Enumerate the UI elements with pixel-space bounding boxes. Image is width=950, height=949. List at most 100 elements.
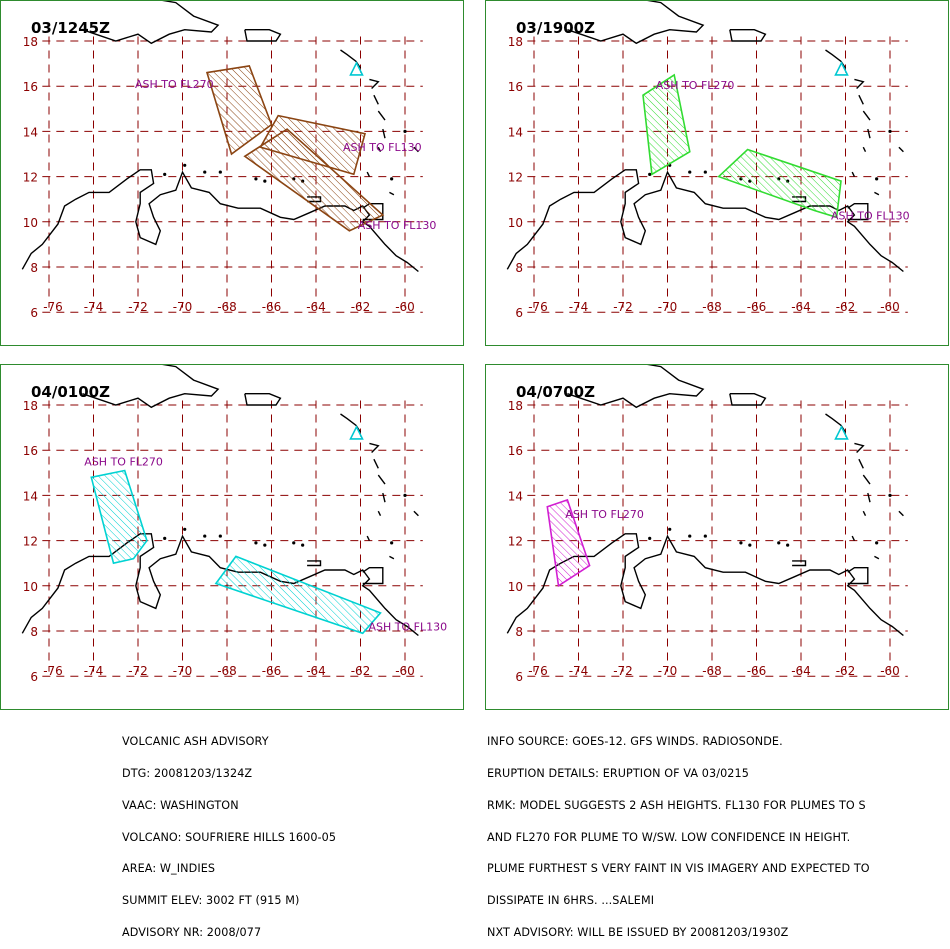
ash-area-label: ASH TO FL270 [84,456,163,469]
coast-segment [898,510,904,517]
ash-area-polygon [717,148,842,219]
latitude-label: 12 [508,171,523,185]
island-marker [786,543,790,547]
latitude-label: 10 [23,216,38,230]
island-marker [748,543,752,547]
footer-line: SUMMIT ELEV: 3002 FT (915 M) [122,894,300,908]
longitude-label: -70 [173,300,193,314]
island-marker [263,543,267,547]
ash-area-label: ASH TO FL270 [135,78,214,91]
coast-segment [867,128,871,139]
longitude-label: -68 [217,664,237,678]
island-marker [390,177,394,181]
ash-area-polygon [243,128,385,232]
longitude-label: -72 [613,664,633,678]
latitude-label: 8 [30,625,38,639]
longitude-label: -66 [262,300,282,314]
longitude-label: -64 [306,664,326,678]
volcano-marker-icon [834,425,849,440]
coast-segment [413,510,419,517]
ash-area-polygon [546,498,591,588]
coast-segment [366,535,371,541]
volcano-marker-icon [834,61,849,76]
footer-line: ERUPTION DETAILS: ERUPTION OF VA 03/0215 [487,766,749,780]
island-marker [403,493,407,497]
latitude-label: 18 [508,35,523,49]
latitude-label: 10 [508,580,523,594]
map-svg-4: ASH TO FL270 18 16 14 12 10 8 6 -76 -74 -72 -70 -68 -… [506,365,908,684]
longitude-label: -72 [613,300,633,314]
coast-segment [729,393,767,406]
ash-area-label: ASH TO FL130 [831,209,910,222]
ash-area-label: ASH TO FL270 [565,508,644,521]
longitude-label: -60 [395,300,415,314]
ash-area-polygon [642,73,691,176]
ash-area-label: ASH TO FL270 [656,79,735,92]
coast-segment [858,458,864,469]
coast-segment [244,393,282,406]
coast-segment [854,442,865,453]
coast-segment [729,29,767,42]
longitude-label: -64 [306,300,326,314]
latitude-label: 16 [508,80,523,94]
footer-line: DTG: 20081203/1324Z [122,766,253,780]
longitude-label: -74 [84,300,104,314]
footer-line: PLUME FURTHEST S VERY FAINT IN VIS IMAGE… [487,862,870,876]
coast-segment [389,555,395,560]
coast-segment [377,510,382,517]
coast-segment [874,191,880,196]
island-marker [218,534,222,538]
longitude-label: -68 [702,300,722,314]
volcano-marker-icon [349,61,364,76]
ash-area-label: ASH TO FL130 [358,219,437,232]
island-marker [739,541,743,545]
longitude-label: -68 [217,300,237,314]
coast-segment [373,458,379,469]
island-marker [875,541,879,545]
longitude-label: -70 [173,664,193,678]
coastline [21,365,419,637]
longitude-label: -70 [658,664,678,678]
island-marker [888,493,892,497]
footer-line: VOLCANO: SOUFRIERE HILLS 1600-05 [122,830,337,844]
map-svg-3: ASH TO FL270 ASH TO FL130 18 16 14 12 10 8 6 -76 -… [21,365,447,684]
latitude-label: 16 [23,444,38,458]
longitude-label: -66 [747,300,767,314]
island-marker [703,534,707,538]
latitude-label: 18 [23,35,38,49]
island-marker [292,541,296,545]
map-panel-1: ASH TO FL270 ASH TO FL130 ASH TO FL130 18 16… [0,0,464,346]
latitude-label: 12 [23,535,38,549]
coastline [506,365,904,637]
coast-segment [858,94,864,105]
lat-lon-grid [527,400,908,677]
island-marker [183,163,187,167]
longitude-label: -72 [128,664,148,678]
longitude-label: -62 [836,664,856,678]
latitude-label: 8 [30,261,38,275]
island-marker [668,527,672,531]
footer-line: NXT ADVISORY: WILL BE ISSUED BY 20081203… [487,925,789,939]
island-marker [254,177,258,181]
map-panel-3: ASH TO FL270 ASH TO FL130 18 16 14 12 10 8 6 -76 -… [0,364,464,710]
coast-segment [862,110,871,121]
advisory-info-left: VOLCANIC ASH ADVISORY DTG: 20081203/1324… [122,716,336,949]
longitude-label: -60 [880,664,900,678]
longitude-label: -72 [128,300,148,314]
longitude-label: -76 [43,664,63,678]
coast-segment [847,566,869,585]
longitude-label: -76 [528,664,548,678]
island-marker [648,536,652,540]
longitude-label: -62 [351,300,371,314]
coast-segment [389,191,395,196]
island-marker [263,179,267,183]
coast-segment [862,510,867,517]
latitude-label: 6 [515,670,523,684]
latitude-label: 12 [508,535,523,549]
coast-segment [369,78,380,89]
panel-time-4: 04/0700Z [516,383,595,401]
island-marker [203,534,207,538]
coast-segment [413,146,419,153]
latitude-label: 6 [30,670,38,684]
coast-segment [898,146,904,153]
